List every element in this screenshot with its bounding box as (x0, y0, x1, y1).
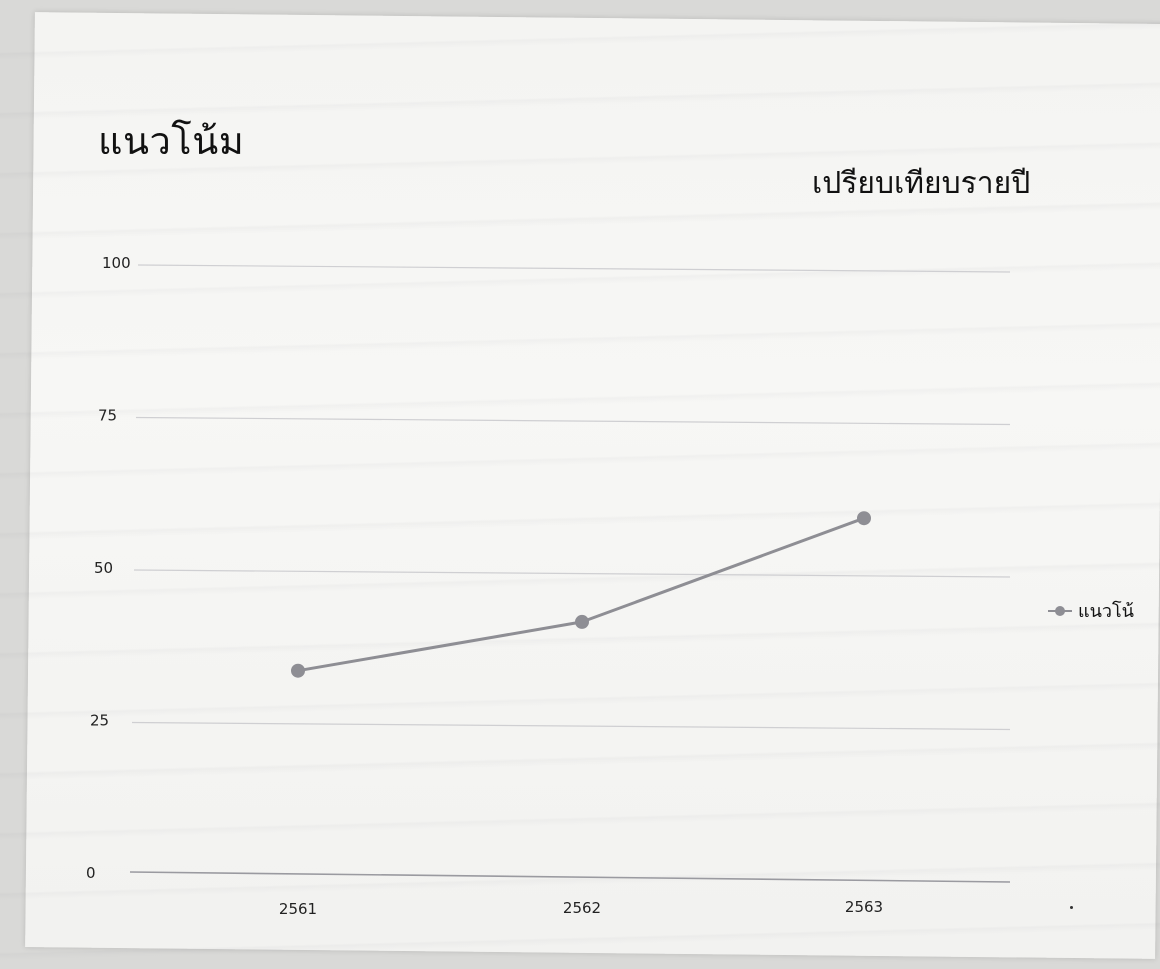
x-tick-label: 2563 (845, 898, 883, 916)
grid-lines (129, 264, 1011, 883)
gridline (137, 264, 1011, 273)
y-tick-label: 75 (98, 407, 117, 425)
legend-label: แนวโน้ (1078, 601, 1134, 622)
y-axis-ticks: 0 25 50 75 100 (86, 254, 131, 882)
y-tick-label: 0 (86, 864, 96, 882)
series-line (297, 516, 865, 673)
data-point (857, 511, 871, 526)
chart-title: แนวโน้ม (98, 119, 245, 163)
gridline (135, 416, 1011, 426)
data-point (575, 614, 589, 629)
legend-marker-icon (1048, 604, 1072, 618)
y-tick-label: 25 (90, 712, 109, 730)
gridline (133, 569, 1011, 578)
data-point (291, 663, 305, 678)
legend: แนวโน้ (1048, 596, 1134, 625)
y-tick-label: 50 (94, 559, 113, 577)
x-axis-ticks: 2561 2562 2563 (279, 898, 883, 918)
series-group (291, 511, 871, 678)
chart-subtitle: เปรียบเทียบรายปี (812, 166, 1031, 201)
gridline (131, 721, 1011, 731)
gridline (129, 871, 1011, 883)
x-tick-label: 2561 (279, 900, 317, 918)
x-tick-label: 2562 (563, 899, 601, 917)
stray-dot (1070, 906, 1073, 909)
y-tick-label: 100 (102, 254, 131, 272)
